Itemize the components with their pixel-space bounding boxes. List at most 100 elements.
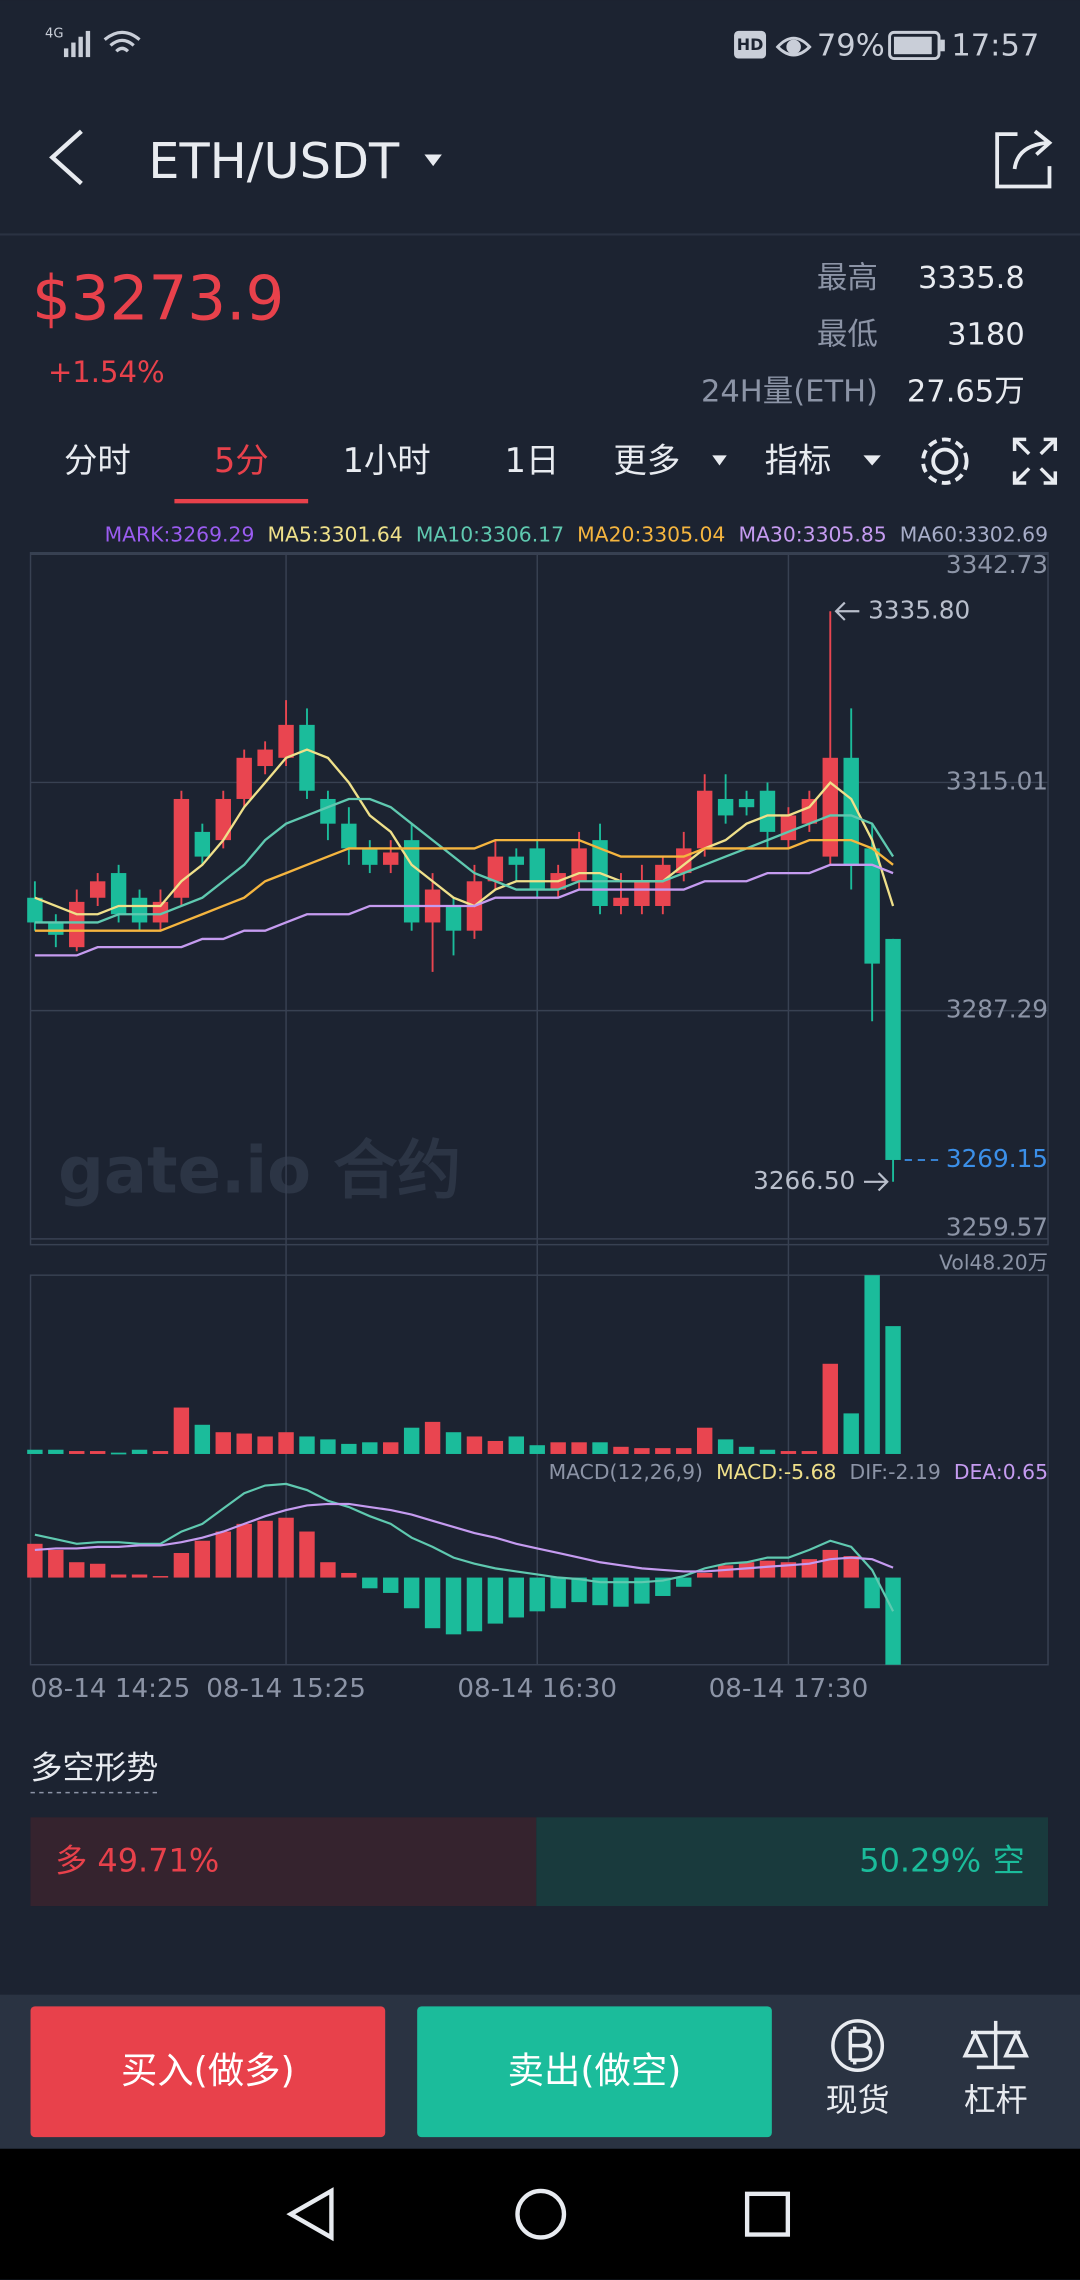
macd-bar [215,1531,231,1578]
macd-bar [194,1540,211,1578]
candle-body [69,901,85,948]
candle-body [634,881,650,906]
volume-bar [27,1449,43,1454]
candle-body [759,790,776,832]
pair-dropdown-caret[interactable] [424,154,442,167]
candle-body [717,798,734,816]
candle-body [257,749,273,767]
volume-bar [173,1407,190,1454]
macd-bar [299,1531,315,1578]
macd-bar [529,1577,545,1612]
timeframe-tab[interactable]: 更多 [613,441,680,480]
buy-button[interactable] [30,2006,386,2138]
candle-body [487,856,504,882]
macd-label: MACD:-5.68 [716,1460,836,1484]
candle-body [173,798,190,898]
share-button[interactable] [995,129,1053,189]
volume-bar [717,1439,734,1454]
candle-body [801,798,818,824]
volume-bar [466,1436,483,1454]
battery-icon [888,30,945,61]
high-marker-arrow [834,601,860,621]
indicator-legend: MA60:3302.69 [900,522,1048,546]
buy-label[interactable]: 买入(做多) [121,2049,295,2092]
macd-label: DIF:-2.19 [850,1460,941,1484]
candle-body [131,897,148,923]
macd-bar [383,1577,399,1593]
candle-body [529,848,545,890]
navigation-bar [0,2148,1080,2280]
x-tick-label: 08-14 16:30 [457,1674,617,1704]
y-tick-label: 3259.57 [946,1213,1048,1242]
candle-body [780,815,797,841]
macd-bar [508,1577,525,1618]
high-marker: 3335.80 [868,595,970,624]
nav-home[interactable] [515,2188,567,2240]
ma-line [34,748,895,916]
volume-bar [676,1448,692,1454]
spot-label[interactable]: 现货 [826,2081,890,2119]
indicator-legend: MA10:3306.17 [416,522,564,546]
x-tick-label: 08-14 14:25 [31,1674,191,1704]
margin-label[interactable]: 杠杆 [964,2081,1028,2119]
volume-bar [236,1433,252,1454]
macd-bar [48,1549,64,1578]
macd-bar [110,1574,127,1578]
x-tick-label: 08-14 15:25 [206,1674,366,1704]
candle-body [89,881,106,898]
macd-bar [152,1576,169,1578]
nav-back[interactable] [286,2187,334,2242]
low-marker-arrow [863,1172,889,1192]
stat-value: 3335.8 [918,261,1025,296]
candle-body [110,873,127,915]
timeframe-tab[interactable]: 1日 [505,441,560,480]
sell-button[interactable] [417,2006,772,2138]
volume-label: Vol48.20万 [939,1251,1048,1275]
macd-bar [278,1517,294,1578]
short-share-bar [536,1817,1049,1907]
pair-title[interactable]: ETH/USDT [148,132,400,190]
timeframe-tab[interactable]: 5分 [214,441,269,480]
ma-line [34,863,894,957]
candle-body [613,897,629,906]
settings-button[interactable] [921,437,969,485]
candle-body [885,938,901,1160]
hd-label: HD [737,35,764,54]
indicator-caret[interactable] [863,455,881,466]
price-change: +1.54% [48,355,165,389]
timeframe-tab[interactable]: 1小时 [343,441,431,480]
candle-body [320,798,336,824]
stat-value: 3180 [947,318,1025,353]
back-button[interactable] [49,129,83,186]
network-type: 4G [45,26,63,41]
spot-icon[interactable] [831,2019,885,2073]
nav-recents[interactable] [744,2191,791,2237]
more-caret[interactable] [712,455,727,466]
timeframe-tab[interactable]: 分时 [64,441,131,480]
volume-bar [445,1432,462,1454]
candle-body [362,848,378,865]
signal-icon [63,30,91,58]
margin-icon[interactable] [962,2020,1029,2070]
sell-label[interactable]: 卖出(做空) [508,2049,682,2092]
macd-bar [341,1572,357,1578]
volume-bar [885,1326,901,1454]
volume-bar [613,1446,629,1454]
macd-bar [655,1577,671,1596]
timeframe-tab[interactable]: 指标 [765,441,832,480]
volume-bar [110,1452,127,1455]
candle-body [445,905,462,931]
candle-body [194,831,211,857]
last-price-label: 3269.15 [946,1144,1048,1173]
candle-body [27,897,43,923]
macd-bar [634,1577,650,1604]
short-label: 空 [993,1841,1025,1879]
volume-bar [801,1451,818,1454]
macd-bar [864,1577,880,1609]
indicator-legend: MA5:3301.64 [267,522,402,546]
volume-bar [152,1451,169,1454]
dea-line [34,1502,894,1573]
fullscreen-button[interactable] [1012,437,1058,485]
